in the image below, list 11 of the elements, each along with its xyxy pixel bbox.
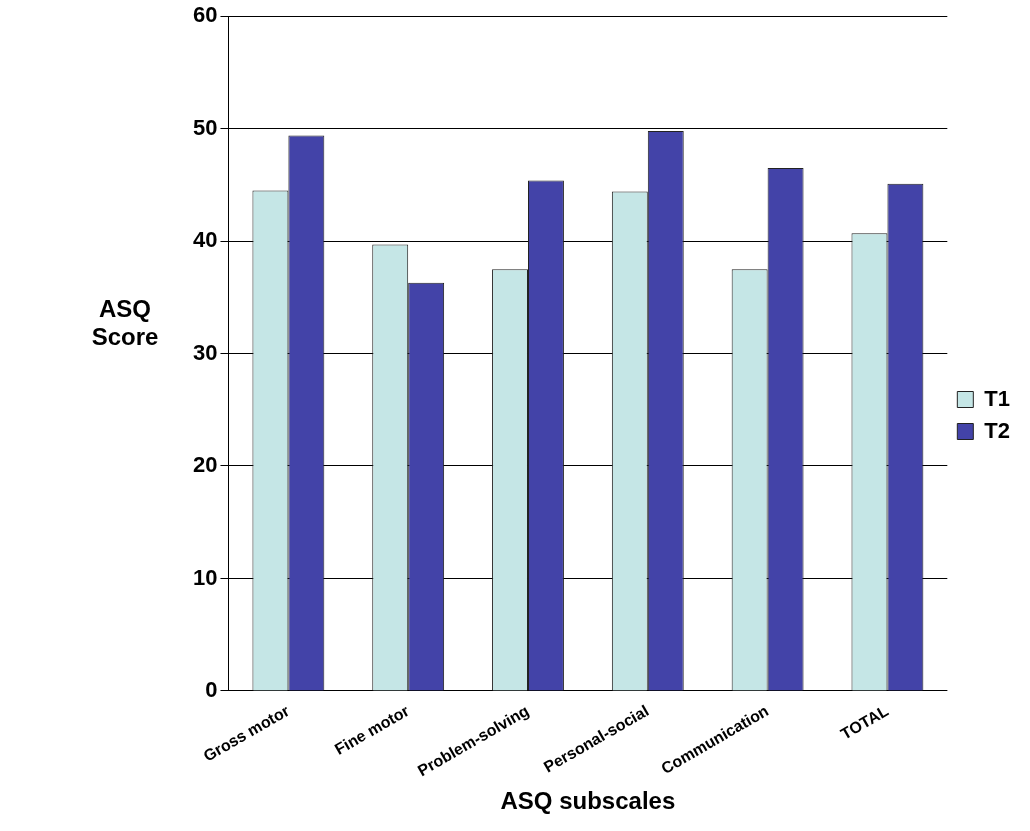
y-tick-label: 40 <box>192 227 218 253</box>
y-tick-label: 50 <box>192 114 218 140</box>
y-tick-label: 30 <box>192 339 218 365</box>
legend-label: T2 <box>984 417 1011 443</box>
legend-label: T1 <box>984 385 1011 411</box>
y-tick-label: 10 <box>192 564 218 590</box>
y-tick-label: 20 <box>192 452 218 478</box>
y-tick-label: 0 <box>205 676 218 702</box>
y-tick-label: 60 <box>192 2 218 28</box>
x-axis-title: ASQ subscales <box>500 787 676 815</box>
y-axis-title: ASQ Score <box>90 295 160 351</box>
